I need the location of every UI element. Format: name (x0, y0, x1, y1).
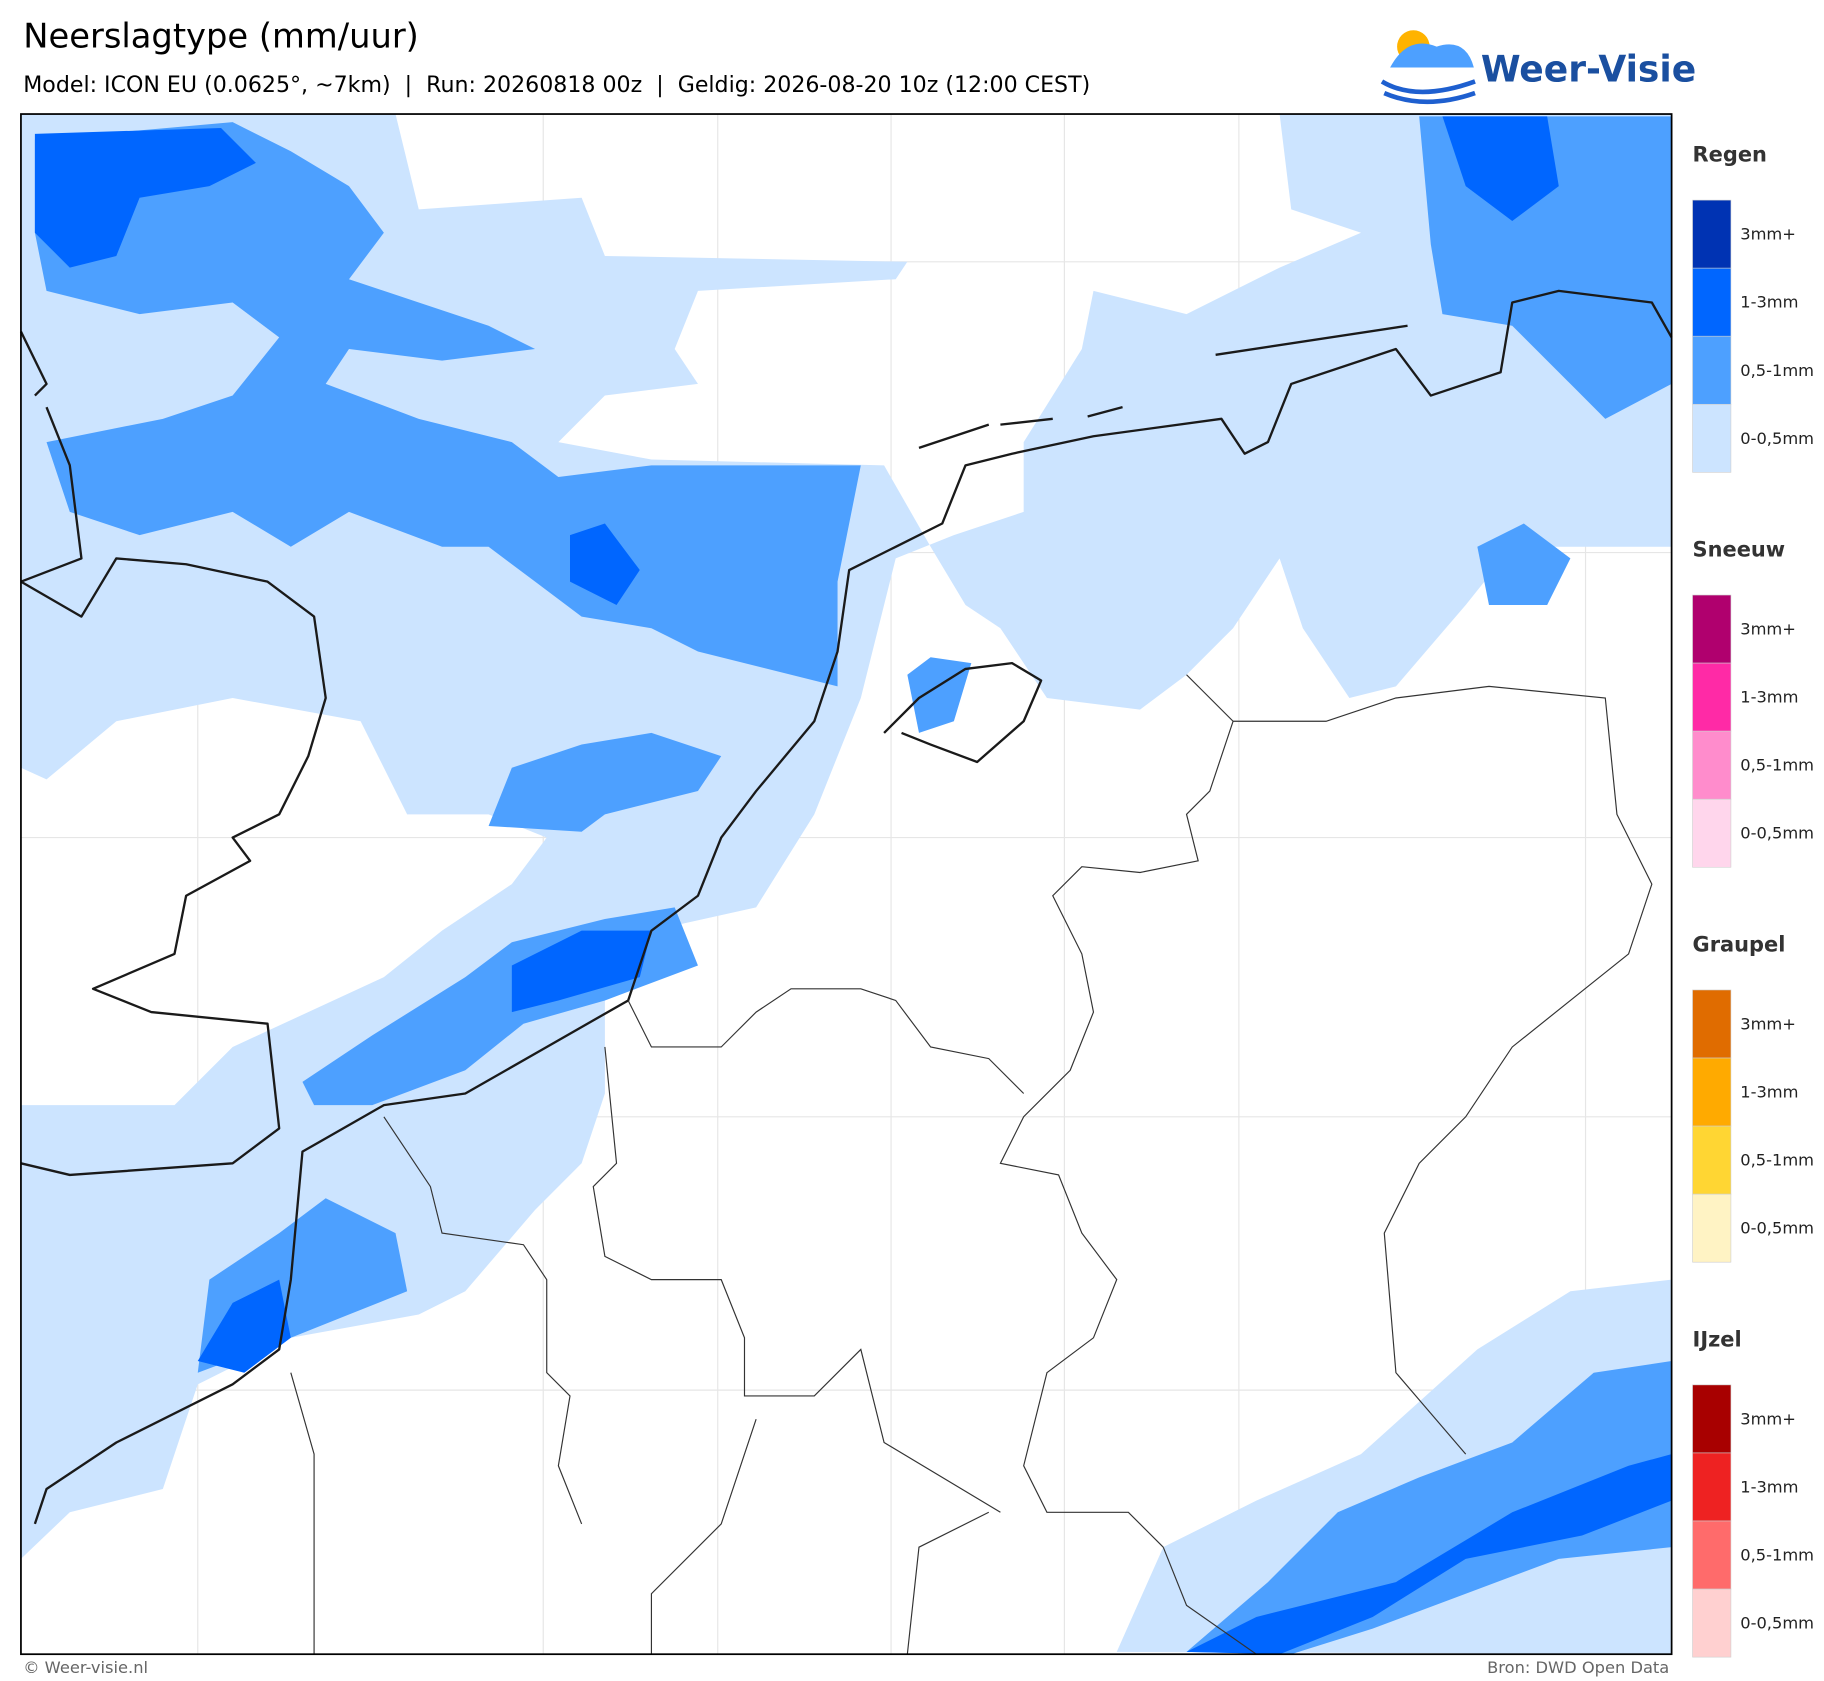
logo: Weer-Visie (1380, 30, 1696, 105)
legend-swatch (1692, 594, 1732, 664)
legend-label: 0,5-1mm (1740, 361, 1814, 380)
legend-swatch (1692, 798, 1732, 868)
logo-text: Weer-Visie (1481, 48, 1696, 90)
legend-swatch (1692, 1193, 1732, 1263)
legend-swatch (1692, 1520, 1732, 1590)
legend-swatch (1692, 662, 1732, 732)
legend-swatch (1692, 403, 1732, 473)
legend-swatch (1692, 730, 1732, 800)
map-frame (20, 113, 1673, 1656)
legend-label: 3mm+ (1740, 1409, 1796, 1428)
legend-label: 1-3mm (1740, 293, 1798, 312)
legend-swatch (1692, 1452, 1732, 1522)
legend-label: 1-3mm (1740, 1083, 1798, 1102)
legend-label: 3mm+ (1740, 225, 1796, 244)
legend: Regen 3mm+ 1-3mm 0,5-1mm 0-0,5mm Sneeuw 3mm+ 1-… (1692, 143, 1814, 1658)
legend-label: 0-0,5mm (1740, 1219, 1814, 1238)
legend-swatch (1692, 267, 1732, 337)
subtitle: Model: ICON EU (0.0625°, ~7km) | Run: 20… (23, 72, 1090, 98)
legend-label: 0,5-1mm (1740, 756, 1814, 775)
legend-label: 0-0,5mm (1740, 429, 1814, 448)
legend-swatch (1692, 199, 1732, 269)
legend-label: 3mm+ (1740, 1015, 1796, 1034)
legend-title: IJzel (1693, 1328, 1742, 1352)
legend-title: Graupel (1693, 933, 1786, 957)
legend-label: 1-3mm (1740, 688, 1798, 707)
legend-swatch (1692, 1125, 1732, 1195)
legend-label: 0-0,5mm (1740, 824, 1814, 843)
legend-title: Sneeuw (1693, 538, 1786, 562)
legend-swatch (1692, 1057, 1732, 1127)
legend-label: 1-3mm (1740, 1478, 1798, 1497)
title: Neerslagtype (mm/uur) (23, 17, 419, 56)
legend-label: 0-0,5mm (1740, 1614, 1814, 1633)
legend-label: 0,5-1mm (1740, 1151, 1814, 1170)
legend-swatch (1692, 1588, 1732, 1658)
legend-title: Regen (1693, 143, 1767, 167)
legend-swatch (1692, 989, 1732, 1059)
legend-swatch (1692, 1384, 1732, 1454)
legend-label: 0,5-1mm (1740, 1546, 1814, 1565)
footer-right: Bron: DWD Open Data (1487, 1658, 1669, 1677)
legend-swatch (1692, 335, 1732, 405)
footer-left: © Weer-visie.nl (23, 1658, 148, 1677)
map (19, 114, 1673, 1655)
legend-label: 3mm+ (1740, 620, 1796, 639)
